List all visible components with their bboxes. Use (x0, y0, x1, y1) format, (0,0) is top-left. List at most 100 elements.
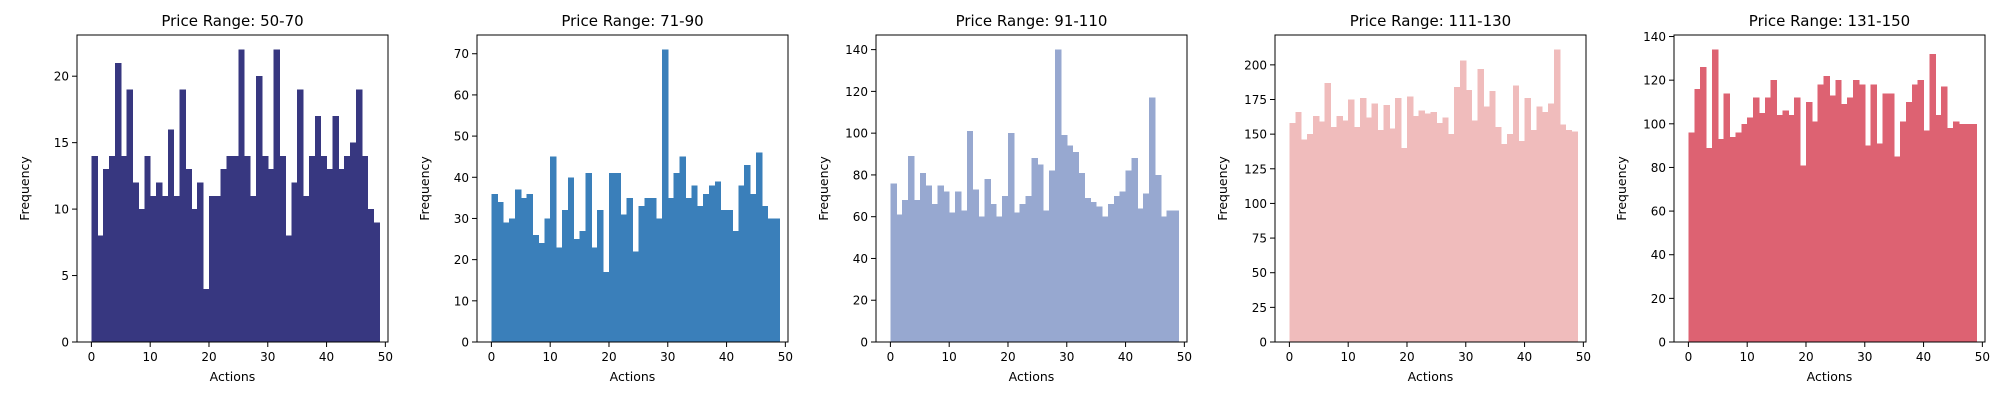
bar (567, 177, 575, 342)
bar (509, 218, 516, 342)
bar (1471, 120, 1479, 342)
bar (896, 214, 903, 342)
x-tick-label: 10 (1740, 350, 1755, 364)
bar (532, 234, 539, 342)
bar (1295, 111, 1302, 342)
y-axis-label: Frequency (417, 156, 432, 221)
bar (144, 155, 151, 342)
bar (603, 271, 610, 342)
bar (208, 195, 216, 342)
bar (1465, 89, 1473, 342)
bar (1941, 86, 1948, 342)
bar (556, 247, 563, 342)
bar (1805, 101, 1813, 343)
bar (197, 182, 204, 342)
bar (1342, 120, 1349, 342)
bar (291, 182, 298, 342)
bar (303, 195, 310, 342)
bar (314, 116, 322, 342)
bar (1348, 99, 1355, 342)
bar (550, 156, 557, 342)
x-tick-label: 10 (942, 350, 957, 364)
bar (890, 183, 897, 342)
y-axis-label: Frequency (1614, 156, 1629, 221)
y-tick-label: 0 (461, 336, 469, 350)
bar (1847, 97, 1854, 342)
bar (1289, 123, 1296, 343)
chart-title: Price Range: 91-110 (956, 12, 1108, 30)
x-axis-label: Actions (210, 369, 256, 384)
bar (526, 193, 534, 342)
bar (626, 197, 633, 342)
bar (132, 182, 139, 342)
bar (173, 195, 181, 342)
bar (1841, 104, 1848, 343)
bar (650, 197, 657, 342)
bar (902, 199, 909, 342)
bar (273, 49, 281, 342)
bar (1131, 158, 1138, 342)
bar (1501, 143, 1508, 342)
y-tick-label: 60 (853, 210, 868, 224)
bar (1706, 147, 1713, 342)
bar (1894, 156, 1901, 342)
x-axis-label: Actions (1807, 369, 1853, 384)
bar (1559, 124, 1567, 342)
bar (691, 185, 698, 342)
y-tick-label: 80 (853, 168, 868, 182)
y-tick-label: 120 (845, 85, 868, 99)
y-tick-label: 60 (1651, 205, 1666, 219)
bar (960, 210, 968, 342)
bar (1870, 84, 1878, 342)
axes-frame (875, 34, 1188, 343)
bar (1424, 113, 1431, 342)
bar (755, 152, 763, 342)
chart-title: Price Range: 131-150 (1749, 12, 1910, 30)
bar (1448, 134, 1455, 342)
bar (285, 235, 292, 342)
bar (1489, 91, 1496, 343)
bar (726, 210, 733, 342)
x-tick-label: 30 (1059, 350, 1074, 364)
bar (1723, 93, 1731, 342)
bar (773, 218, 780, 342)
y-axis-label: Frequency (17, 156, 32, 221)
x-tick-label: 20 (1000, 350, 1015, 364)
bar (966, 131, 974, 342)
bar (908, 156, 915, 342)
bar (1553, 49, 1561, 342)
bar (1741, 123, 1748, 342)
y-tick-label: 0 (1259, 336, 1267, 350)
bar (1324, 82, 1332, 343)
bar (1031, 158, 1038, 342)
bar (520, 197, 528, 342)
bar (1383, 105, 1390, 342)
bar (1137, 208, 1144, 342)
y-tick-label: 100 (845, 127, 868, 141)
histogram-panel: 0 10 20 30 40 50 0 25 50 75 100 125 150 175 200 Price R… (1215, 12, 1591, 384)
bar (1858, 84, 1866, 342)
bar (1758, 112, 1766, 342)
bar (919, 172, 927, 342)
bar (491, 193, 498, 342)
bar (256, 76, 263, 343)
bar (1776, 115, 1783, 342)
bar (714, 181, 722, 342)
bar (1454, 87, 1461, 343)
bar (1524, 98, 1531, 342)
histogram-panel: 0 10 20 30 40 50 0 5 10 15 20 Price Range: 50-70 Act… (17, 12, 393, 384)
bar (1172, 210, 1179, 342)
bar (1700, 67, 1707, 343)
bar (179, 89, 186, 343)
bar (1043, 210, 1050, 342)
bar (156, 182, 163, 342)
bar (1853, 80, 1860, 342)
bar (1876, 143, 1883, 342)
bar (1911, 84, 1919, 342)
bar (1154, 174, 1162, 342)
bar (1542, 111, 1549, 342)
y-tick-label: 15 (54, 136, 69, 150)
bar (1301, 139, 1308, 342)
bar (1565, 129, 1573, 342)
bar (103, 169, 110, 342)
